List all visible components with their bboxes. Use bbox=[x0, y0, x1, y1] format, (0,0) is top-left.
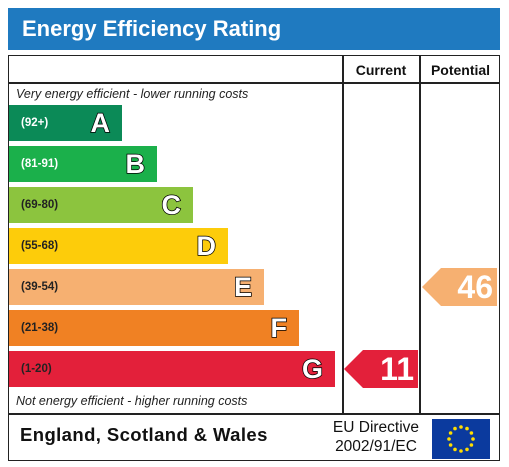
band-range-label: (1-20) bbox=[21, 363, 52, 375]
band-letter-label: F bbox=[270, 312, 288, 344]
band-letter-label: G bbox=[301, 353, 324, 385]
top-note: Very energy efficient - lower running co… bbox=[16, 87, 249, 101]
bottom-note: Not energy efficient - higher running co… bbox=[16, 394, 248, 408]
band-range-label: (55-68) bbox=[21, 240, 59, 252]
potential-rating-arrow: 46 bbox=[422, 268, 497, 306]
band-range-label: (39-54) bbox=[21, 281, 59, 293]
directive-line-1: EU Directive bbox=[332, 419, 420, 436]
band-letter-label: B bbox=[125, 148, 146, 180]
band-d: (55-68) D bbox=[9, 228, 228, 264]
column-divider-potential bbox=[419, 55, 421, 414]
band-range-label: (81-91) bbox=[21, 158, 59, 170]
band-f: (21-38) F bbox=[9, 310, 299, 346]
column-divider-current bbox=[342, 55, 344, 414]
band-e: (39-54) E bbox=[9, 269, 264, 305]
footer-divider bbox=[8, 413, 500, 415]
band-letter-label: C bbox=[161, 189, 182, 221]
current-rating-value: 11 bbox=[380, 351, 414, 387]
rating-table-frame bbox=[8, 55, 500, 461]
eu-directive-label: EU Directive 2002/91/EC bbox=[326, 418, 426, 456]
band-letter-label: D bbox=[196, 230, 217, 262]
page-title: Energy Efficiency Rating bbox=[8, 8, 500, 50]
eu-flag-icon bbox=[432, 419, 490, 459]
band-b: (81-91) B bbox=[9, 146, 157, 182]
potential-rating-value: 46 bbox=[457, 269, 493, 305]
band-range-label: (92+) bbox=[21, 117, 49, 129]
directive-line-2: 2002/91/EC bbox=[335, 438, 417, 455]
band-letter-label: E bbox=[233, 271, 253, 303]
band-c: (69-80) C bbox=[9, 187, 193, 223]
band-range-label: (69-80) bbox=[21, 199, 59, 211]
band-g: (1-20) G bbox=[9, 351, 335, 387]
band-letter-label: A bbox=[90, 107, 111, 139]
header-divider bbox=[8, 82, 500, 84]
region-label: England, Scotland & Wales bbox=[20, 424, 268, 445]
band-range-label: (21-38) bbox=[21, 322, 59, 334]
current-rating-arrow: 11 bbox=[344, 350, 418, 388]
column-header-potential: Potential bbox=[430, 62, 491, 78]
band-a: (92+) A bbox=[9, 105, 122, 141]
column-header-current: Current bbox=[355, 62, 407, 78]
